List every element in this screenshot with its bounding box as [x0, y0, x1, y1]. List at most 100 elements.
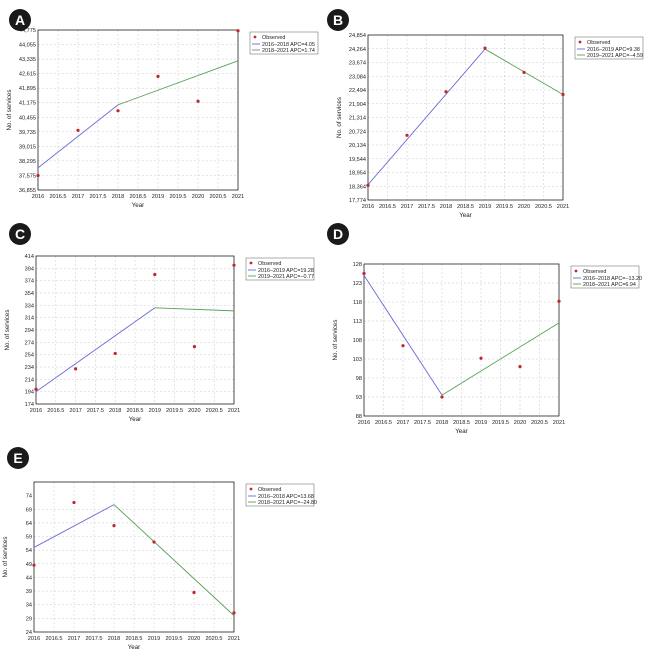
legend-label: 2016–2018 APC=4.05: [262, 42, 315, 48]
y-tick-label: 314: [25, 316, 34, 322]
y-tick-label: 24: [26, 630, 32, 636]
x-tick-label: 2020: [192, 194, 204, 200]
x-tick-label: 2019.5: [496, 204, 513, 210]
x-tick-label: 2021: [232, 194, 244, 200]
plot-frame: [367, 34, 564, 201]
y-tick-label: 29: [26, 616, 32, 622]
observed-point: [232, 611, 236, 615]
y-tick-label: 59: [26, 535, 32, 541]
x-tick-label: 2021: [228, 636, 240, 642]
y-tick-label: 123: [353, 281, 362, 287]
legend-label: Observed: [258, 487, 281, 493]
observed-point: [32, 563, 36, 567]
x-tick-label: 2020.5: [531, 420, 548, 426]
chart-panel-a: A 36,855 37,575 38,295 39,015 39,735 40,455 41,…: [6, 9, 319, 209]
panel-badge: [9, 9, 31, 31]
x-tick-label: 2017.5: [414, 420, 431, 426]
y-tick-label: 234: [25, 365, 34, 371]
legend-label: 2019–2021 APC=−4.59: [587, 53, 643, 59]
observed-point: [561, 92, 565, 97]
x-tick-label: 2018.5: [126, 408, 143, 414]
observed-point: [72, 500, 76, 505]
x-tick-label: 2019: [149, 408, 161, 414]
observed-point: [192, 345, 196, 349]
x-tick-label: 2018.5: [129, 194, 146, 200]
y-tick-label: 39,735: [19, 130, 36, 136]
observed-point: [362, 271, 366, 276]
observed-point: [153, 272, 157, 277]
y-tick-label: 108: [353, 338, 362, 344]
y-tick-label: 34: [26, 603, 32, 609]
y-tick-label: 69: [26, 507, 32, 513]
y-tick-label: 37,575: [19, 173, 36, 179]
panel-letter: C: [15, 226, 25, 242]
legend-label: 2016–2018 APC=13.68: [258, 494, 314, 500]
y-axis-title: No. of services: [4, 310, 11, 351]
x-tick-label: 2021: [228, 408, 240, 414]
observed-point: [444, 90, 448, 94]
y-axis-title: No. of services: [332, 320, 339, 361]
y-tick-label: 354: [25, 291, 34, 297]
y-tick-label: 118: [353, 300, 362, 306]
x-tick-label: 2020.5: [206, 408, 223, 414]
observed-point: [196, 99, 200, 103]
observed-point: [232, 263, 236, 267]
y-tick-label: 23,674: [349, 61, 366, 67]
y-tick-label: 74: [26, 494, 32, 500]
y-tick-label: 174: [25, 402, 34, 408]
legend-box: [245, 483, 315, 507]
x-tick-label: 2020.5: [209, 194, 226, 200]
x-tick-label: 2016.5: [49, 194, 66, 200]
x-tick-label: 2020.5: [205, 636, 222, 642]
observed-point: [440, 395, 444, 399]
panel-letter: D: [333, 226, 343, 242]
y-tick-label: 88: [356, 414, 362, 420]
observed-point: [405, 133, 409, 137]
observed-point: [116, 109, 120, 113]
x-tick-label: 2021: [557, 204, 569, 210]
legend-observed-marker: [249, 487, 253, 491]
y-tick-label: 24,264: [349, 47, 366, 53]
y-tick-label: 334: [25, 303, 34, 309]
x-axis-title: Year: [455, 428, 468, 435]
observed-point: [34, 387, 38, 391]
x-tick-label: 2019: [152, 194, 164, 200]
plot-frame: [37, 29, 239, 191]
legend-label: 2018–2021 APC=6.94: [583, 282, 636, 288]
y-tick-label: 394: [25, 266, 34, 272]
x-tick-label: 2016.5: [47, 408, 64, 414]
x-tick-label: 2017: [72, 194, 84, 200]
panel-letter: E: [13, 450, 22, 466]
legend-label: 2016–2019 APC=19.28: [258, 268, 314, 274]
observed-point: [192, 590, 196, 595]
panel-letter: B: [333, 12, 343, 28]
x-tick-label: 2016: [30, 408, 42, 414]
x-tick-label: 2018: [108, 636, 120, 642]
observed-point: [36, 173, 40, 178]
legend-observed-marker: [574, 269, 578, 273]
y-tick-label: 113: [353, 319, 362, 325]
y-tick-label: 24,854: [349, 33, 366, 39]
y-tick-label: 23,084: [349, 74, 366, 80]
legend-box: [245, 257, 315, 281]
legend-observed-marker: [578, 40, 582, 44]
x-tick-label: 2017: [68, 636, 80, 642]
legend-observed-marker: [253, 35, 257, 39]
observed-point: [366, 183, 370, 188]
x-axis-title: Year: [459, 212, 472, 219]
y-tick-label: 38,295: [19, 159, 36, 165]
observed-point: [76, 128, 80, 132]
y-tick-label: 36,855: [19, 188, 36, 194]
legend-label: Observed: [262, 35, 285, 41]
x-tick-label: 2017: [69, 408, 81, 414]
x-axis-title: Year: [132, 202, 145, 209]
y-tick-label: 414: [25, 254, 34, 260]
panel-badge: [327, 223, 349, 245]
x-tick-label: 2016: [362, 204, 374, 210]
x-tick-label: 2018: [109, 408, 121, 414]
y-tick-label: 18,364: [349, 184, 366, 190]
